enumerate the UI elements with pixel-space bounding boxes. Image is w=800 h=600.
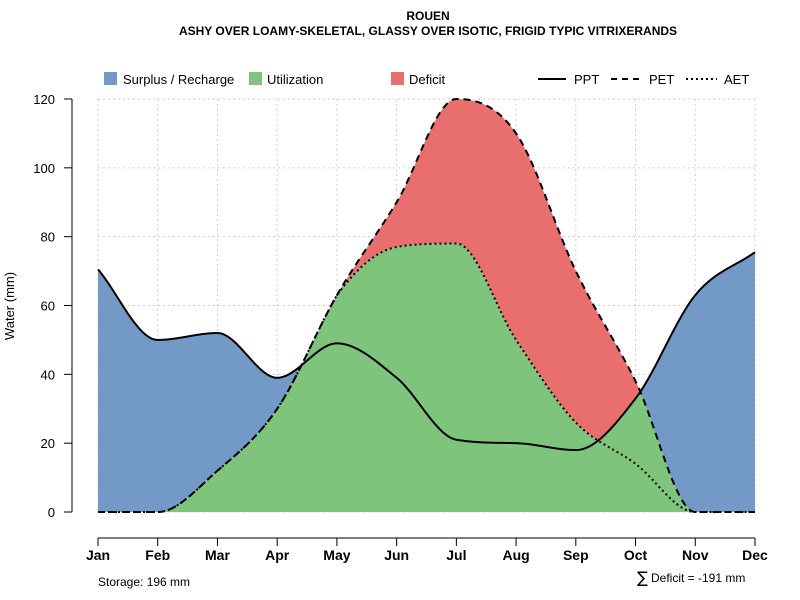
x-tick-label: Oct — [624, 547, 648, 563]
legend-label-utilization: Utilization — [267, 72, 323, 87]
sigma-symbol: ∑ — [637, 568, 648, 587]
areas — [98, 99, 755, 513]
chart-title: ROUEN — [406, 9, 449, 23]
series-lines — [97, 97, 756, 513]
y-tick-label: 40 — [41, 367, 55, 382]
y-tick-label: 60 — [41, 299, 55, 314]
x-tick-label: Jul — [446, 547, 466, 563]
pet-line — [98, 97, 755, 513]
x-tick-label: Apr — [265, 547, 290, 563]
legend-label-ppt: PPT — [574, 72, 599, 87]
y-tick-label: 80 — [41, 230, 55, 245]
y-tick-label: 0 — [48, 505, 55, 520]
deficit-region — [98, 99, 755, 512]
y-tick-label: 20 — [41, 436, 55, 451]
legend-swatch-deficit — [391, 72, 404, 85]
legend-label-aet: AET — [724, 72, 749, 87]
x-tick-label: Jan — [86, 547, 110, 563]
legend-label-surplus: Surplus / Recharge — [123, 72, 234, 87]
x-tick-label: Mar — [205, 547, 230, 563]
ppt-line — [97, 251, 756, 452]
legend-label-deficit: Deficit — [409, 72, 446, 87]
surplus-region — [98, 99, 755, 512]
y-axis-label: Water (mm) — [2, 272, 17, 340]
legend-swatch-surplus — [104, 72, 117, 85]
legend: Surplus / Recharge Utilization Deficit P… — [104, 72, 749, 87]
y-tick-label: 120 — [33, 92, 55, 107]
y-tick-label: 100 — [33, 161, 55, 176]
axes: 0 20 40 60 80 100 120 Jan Feb Mar Apr May Jun Jul Aug S… — [33, 92, 768, 563]
storage-text: Storage: 196 mm — [98, 575, 190, 589]
x-tick-label: Nov — [682, 547, 709, 563]
x-tick-label: Aug — [502, 547, 529, 563]
x-tick-label: Jun — [384, 547, 409, 563]
legend-label-pet: PET — [649, 72, 674, 87]
x-tick-label: Dec — [742, 547, 768, 563]
x-tick-label: May — [323, 547, 350, 563]
x-tick-label: Sep — [563, 547, 589, 563]
utilization-region — [98, 343, 755, 512]
x-tick-label: Feb — [145, 547, 170, 563]
deficit-total-text: Deficit = -191 mm — [651, 571, 745, 585]
legend-swatch-utilization — [249, 72, 262, 85]
chart-subtitle: ASHY OVER LOAMY-SKELETAL, GLASSY OVER IS… — [179, 24, 677, 38]
